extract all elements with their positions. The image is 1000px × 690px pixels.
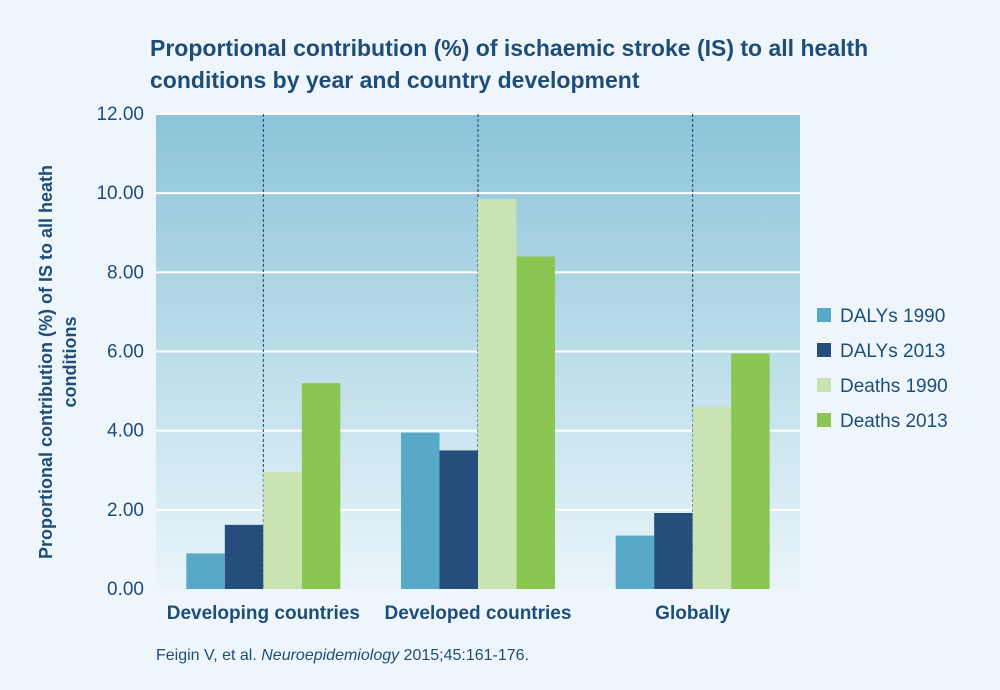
bar (439, 450, 478, 589)
y-axis-ticks: 0.00 2.00 4.00 6.00 8.00 10.00 12.00 (96, 104, 144, 600)
bar (478, 199, 517, 589)
y-tick-label: 6.00 (107, 342, 144, 363)
x-category-label: Globally (655, 603, 730, 624)
y-axis-label-line-2: conditions (60, 317, 80, 408)
bar (401, 432, 440, 589)
chart-title-line-1: Proportional contribution (%) of ischaem… (150, 35, 868, 61)
legend-swatch (817, 413, 831, 427)
y-tick-label: 12.00 (96, 104, 144, 125)
y-tick-label: 10.00 (96, 183, 144, 204)
citation-authors: Feigin V, et al. (156, 647, 261, 664)
citation-journal: Neuroepidemiology (261, 647, 400, 664)
legend-label: Deaths 2013 (840, 411, 948, 432)
bar (654, 513, 693, 589)
legend-swatch (817, 308, 831, 322)
y-tick-label: 8.00 (107, 262, 144, 283)
bar (186, 553, 225, 589)
bar (615, 535, 655, 589)
y-axis-label-line-1: Proportional contribution (%) of IS to a… (36, 165, 56, 559)
citation-details: 2015;45:161-176. (399, 647, 529, 664)
y-axis-label: Proportional contribution (%) of IS to a… (36, 165, 80, 559)
bar (516, 256, 555, 589)
x-category-label: Developed countries (385, 603, 572, 624)
y-tick-label: 2.00 (107, 500, 144, 521)
y-tick-label: 0.00 (107, 579, 144, 600)
x-axis-categories: Developing countries Developed countries G… (167, 603, 731, 624)
legend: DALYs 1990 DALYs 2013 Deaths 1990 Deaths 20… (817, 306, 948, 432)
legend-swatch (817, 378, 831, 392)
legend-label: DALYs 1990 (840, 306, 945, 327)
x-category-label: Developing countries (167, 603, 360, 624)
bar (731, 353, 770, 589)
legend-label: Deaths 1990 (840, 376, 948, 397)
bar (692, 406, 732, 589)
legend-swatch (817, 343, 831, 357)
y-tick-label: 4.00 (107, 421, 144, 442)
bars (186, 199, 770, 589)
citation: Feigin V, et al. Neuroepidemiology 2015;… (156, 647, 529, 664)
legend-label: DALYs 2013 (840, 341, 945, 362)
bar (224, 524, 264, 589)
chart-title-line-2: conditions by year and country developme… (150, 67, 640, 93)
bar (263, 472, 302, 589)
bar (301, 383, 341, 589)
